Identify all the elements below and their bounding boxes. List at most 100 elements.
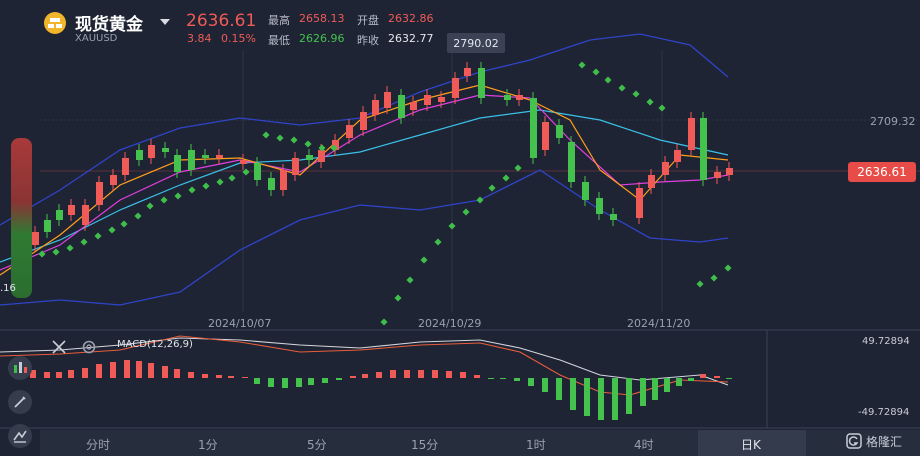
tab-4h[interactable]: 4时 [634, 438, 654, 452]
macd-histogram-bar [296, 378, 302, 387]
tab-1min[interactable]: 1分 [198, 438, 218, 452]
candle-body [240, 160, 247, 164]
sar-dot [108, 226, 116, 234]
date-label-1: 2024/10/07 [208, 317, 272, 330]
sar-dot [52, 248, 60, 256]
sar-dot [228, 174, 236, 182]
macd-histogram-bar [124, 360, 130, 378]
candle-body [582, 182, 589, 200]
sar-dot [318, 144, 326, 152]
tab-5min[interactable]: 5分 [307, 438, 327, 452]
date-label-3: 2024/11/20 [627, 317, 691, 330]
sar-dot [394, 294, 402, 302]
sar-dot [330, 144, 338, 152]
macd-histogram-bar [188, 372, 194, 378]
price-change-pct: 0.15% [221, 32, 256, 45]
macd-histogram-bar [446, 371, 452, 378]
candle-body [674, 150, 681, 162]
macd-histogram-bar [432, 370, 438, 378]
candle-body [398, 95, 405, 118]
macd-histogram-bar [652, 378, 658, 400]
macd-bottom-value: -49.72894 [858, 407, 910, 418]
pencil-icon[interactable] [8, 390, 32, 414]
macd-histogram-bar [500, 378, 506, 379]
sar-dot [502, 174, 510, 182]
macd-histogram-bar [598, 378, 604, 420]
candle-body [82, 205, 89, 225]
candle-body [636, 188, 643, 218]
candle-body [610, 214, 617, 220]
sar-dot [262, 131, 270, 139]
sar-dot [578, 61, 586, 69]
gold-logo-icon [44, 12, 66, 34]
indicator-icon[interactable] [8, 356, 32, 380]
prev-close-label: 昨收 [357, 34, 379, 47]
sar-dot [66, 244, 74, 252]
sar-dot [476, 196, 484, 204]
candle-body [346, 125, 353, 138]
macd-histogram-bar [268, 378, 274, 387]
candle-body [136, 150, 143, 160]
ma5-line [0, 84, 729, 276]
current-price-tag: 2636.61 [848, 162, 916, 182]
candle-body [504, 95, 511, 100]
macd-histogram-bar [136, 361, 142, 378]
ma10-line [0, 94, 729, 271]
sar-dot [120, 220, 128, 228]
chevron-down-icon[interactable] [160, 19, 170, 25]
tab-1h[interactable]: 1时 [526, 438, 546, 452]
candle-body [438, 97, 445, 102]
tab-15min[interactable]: 15分 [411, 438, 439, 452]
macd-histogram-bar [228, 376, 234, 378]
candle-body [452, 78, 459, 98]
settings-icon[interactable] [80, 338, 98, 356]
macd-histogram-bar [640, 378, 646, 406]
candle-body [96, 182, 103, 205]
macd-histogram-bar [528, 378, 534, 386]
macd-histogram-bar [282, 378, 288, 388]
line-tool-icon[interactable] [8, 424, 32, 448]
macd-histogram-bar [474, 375, 480, 378]
candle-body [254, 163, 261, 180]
sar-dot [94, 232, 102, 240]
price-level-label: 2709.32 [870, 115, 916, 128]
macd-histogram-bar [688, 378, 694, 381]
candle-body [56, 210, 63, 220]
macd-histogram-bar [570, 378, 576, 410]
tab-daily[interactable]: 日K [741, 438, 761, 452]
macd-histogram-bar [418, 370, 424, 378]
candle-body [478, 68, 485, 98]
tab-fenshi[interactable]: 分时 [86, 438, 111, 452]
macd-histogram-bar [404, 370, 410, 378]
candle-body [516, 95, 523, 100]
macd-histogram-bar [514, 378, 520, 381]
macd-histogram-bar [30, 370, 36, 378]
watermark-logo: 格隆汇 [846, 430, 902, 452]
candle-body [700, 118, 707, 180]
candle-body [110, 175, 117, 185]
candle-body [568, 142, 575, 182]
macd-histogram-bar [322, 378, 328, 383]
low-value: 2626.96 [299, 32, 345, 45]
sar-dot [420, 256, 428, 264]
sar-dot [488, 184, 496, 192]
close-icon[interactable] [50, 338, 68, 356]
sar-dot [146, 202, 154, 210]
instrument-symbol: XAUUSD [75, 33, 118, 44]
period-high-marker: 2790.02 [447, 33, 505, 53]
high-value: 2658.13 [299, 12, 345, 25]
sar-dot [134, 212, 142, 220]
macd-histogram-bar [56, 372, 62, 378]
candle-body [556, 125, 563, 138]
candle-body [530, 98, 537, 158]
macd-histogram-bar [726, 378, 732, 379]
candle-body [148, 145, 155, 158]
header: 现货黄金 XAUUSD 2636.61 3.84 0.15% 最高 2658.1… [0, 0, 920, 48]
candle-body [188, 150, 195, 170]
low-label: 最低 [268, 34, 290, 47]
candle-body [464, 68, 471, 76]
macd-histogram-bar [664, 378, 670, 392]
instrument-title[interactable]: 现货黄金 [75, 15, 143, 35]
macd-histogram-bar [376, 372, 382, 378]
